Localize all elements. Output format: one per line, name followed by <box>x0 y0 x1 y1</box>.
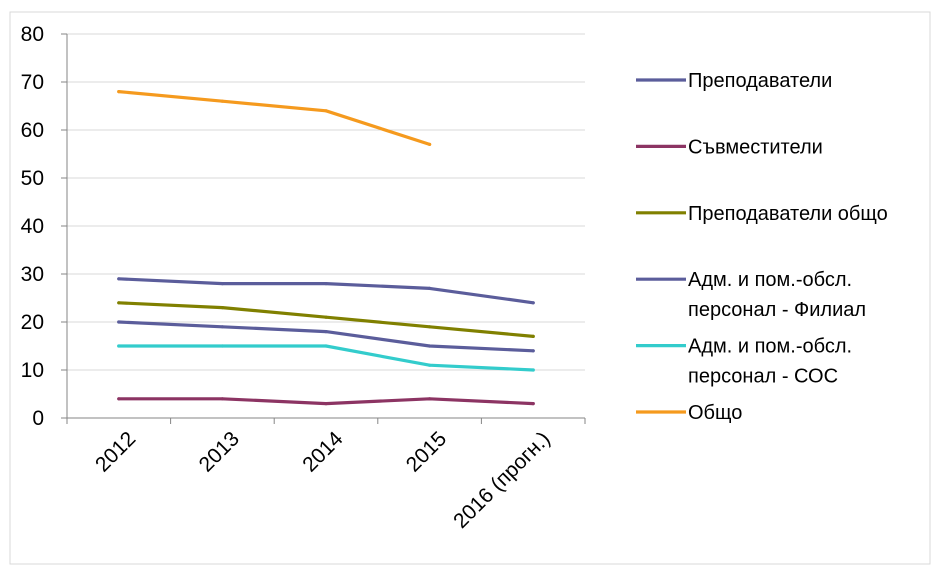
data-point <box>220 282 224 286</box>
chart-area-border <box>9 11 931 565</box>
y-tick-label: 50 <box>21 167 44 190</box>
data-point <box>428 397 432 401</box>
plot-series <box>117 90 535 406</box>
legend-item-1: Съвместители <box>636 136 823 158</box>
series-0 <box>117 277 535 305</box>
data-point <box>324 109 328 113</box>
legend-label: Преподаватели <box>688 70 832 92</box>
legend-item-3: Адм. и пом.-обсл. персонал - Филиал <box>636 269 866 321</box>
data-point <box>428 142 432 146</box>
y-tick-label: 40 <box>21 215 44 238</box>
data-point <box>324 330 328 334</box>
y-tick-label: 20 <box>21 311 44 334</box>
data-point <box>117 344 121 348</box>
data-point <box>117 301 121 305</box>
y-tick-label: 70 <box>21 71 44 94</box>
data-point <box>220 397 224 401</box>
series-2 <box>117 301 535 338</box>
data-point <box>324 282 328 286</box>
series-1 <box>117 397 535 406</box>
y-tick-label: 60 <box>21 119 44 142</box>
data-point <box>428 363 432 367</box>
legend-label: Преподаватели общо <box>688 203 888 225</box>
data-point <box>324 344 328 348</box>
y-tick-label: 30 <box>21 263 44 286</box>
data-point <box>117 90 121 94</box>
legend-label: персонал - СОС <box>688 366 838 388</box>
data-point <box>531 349 535 353</box>
series-5 <box>117 90 432 146</box>
legend-item-2: Преподаватели общо <box>636 203 888 225</box>
data-point <box>428 344 432 348</box>
data-point <box>531 301 535 305</box>
series-line <box>117 90 432 146</box>
legend-label: Адм. и пом.-обсл. <box>688 269 852 291</box>
data-point <box>117 397 121 401</box>
data-point <box>531 334 535 338</box>
series-4 <box>117 344 535 372</box>
data-point <box>324 315 328 319</box>
legend-item-5: Общо <box>636 402 742 424</box>
legend: Преподаватели Съвместители Преподаватели о… <box>636 70 888 424</box>
series-3 <box>117 320 535 353</box>
legend-item-0: Преподаватели <box>636 70 832 92</box>
legend-label: Съвместители <box>688 136 823 158</box>
legend-label: персонал - Филиал <box>688 299 866 321</box>
y-tick-label: 0 <box>32 407 44 430</box>
data-point <box>220 325 224 329</box>
data-point <box>117 277 121 281</box>
data-point <box>117 320 121 324</box>
legend-label: Общо <box>688 402 742 424</box>
legend-label: Адм. и пом.-обсл. <box>688 336 852 358</box>
y-tick-label: 10 <box>21 359 44 382</box>
data-point <box>531 368 535 372</box>
data-point <box>428 286 432 290</box>
data-point <box>220 99 224 103</box>
data-point <box>324 402 328 406</box>
data-point <box>220 306 224 310</box>
y-tick-label: 80 <box>21 23 44 46</box>
legend-item-4: Адм. и пом.-обсл. персонал - СОС <box>636 336 852 388</box>
data-point <box>531 402 535 406</box>
data-point <box>220 344 224 348</box>
data-point <box>428 325 432 329</box>
